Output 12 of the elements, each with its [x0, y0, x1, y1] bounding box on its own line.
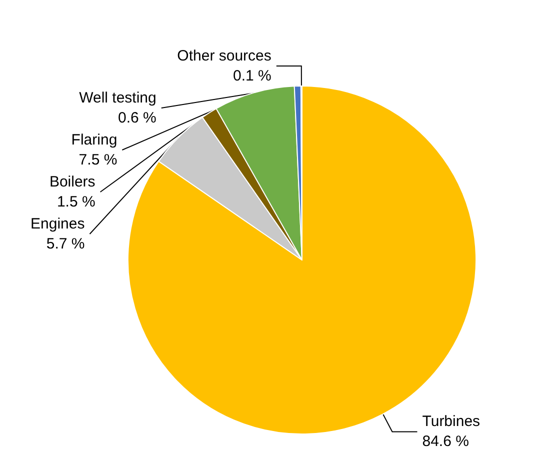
data-label: 5.7 %: [46, 236, 85, 252]
data-label: 7.5 %: [78, 152, 118, 168]
data-label: 0.1 %: [233, 68, 272, 84]
data-label: 84.6 %: [422, 433, 469, 450]
slice-label: Well testing: [79, 90, 156, 106]
slice-label: Other sources: [177, 48, 272, 64]
data-label: 0.6 %: [118, 110, 156, 126]
slice-label: Flaring: [71, 132, 118, 148]
slice-label: Turbines: [422, 413, 480, 430]
slice-label: Boilers: [49, 174, 96, 190]
data-label: 1.5 %: [56, 194, 96, 210]
slice-label: Engines: [30, 216, 85, 232]
